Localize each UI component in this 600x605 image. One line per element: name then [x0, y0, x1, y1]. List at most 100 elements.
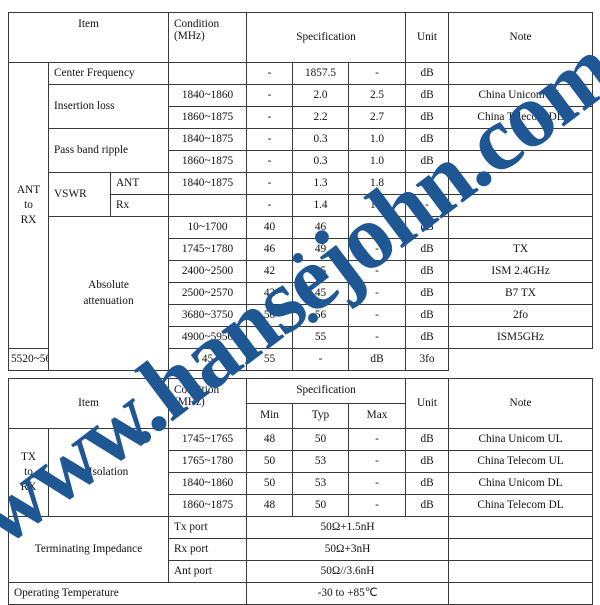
unit-cell: dB	[405, 450, 450, 473]
spec-typ-cell: 56	[292, 304, 350, 327]
spec-typ-cell: 0.3	[292, 150, 350, 173]
spec-typ-cell: 45	[292, 282, 350, 305]
unit-cell: dB	[405, 150, 450, 173]
condition-cell: 1765~1780	[168, 450, 248, 473]
unit-cell: -	[405, 194, 450, 217]
spec-min-cell: -	[246, 106, 294, 129]
note-cell: China Telecom DL	[448, 494, 594, 517]
table-row: Insertion loss 1840~1860 - 2.0 2.5 dB Ch…	[9, 84, 594, 129]
condition-cell: 1840~1875	[168, 128, 248, 151]
table-row: Rx - 1.4 1.9 -	[9, 194, 594, 217]
note-cell	[448, 216, 594, 239]
item-vswr-rx: Rx	[109, 194, 170, 217]
header-specification: Specification	[246, 378, 407, 404]
note-cell	[448, 582, 594, 605]
unit-cell: dB	[405, 428, 450, 451]
spec-max-cell: -	[348, 216, 407, 239]
unit-cell: dB	[405, 472, 450, 495]
spec-typ-cell: 53	[292, 472, 350, 495]
condition-cell: 1840~1860	[168, 84, 248, 107]
spec-max-cell: -	[292, 348, 350, 371]
spec-min-cell: 50	[246, 304, 294, 327]
group-label-ant-to-rx: ANT to RX	[8, 62, 49, 349]
note-cell	[448, 560, 594, 583]
spec-typ-cell: 50	[292, 494, 350, 517]
spec-min-cell: 48	[246, 494, 294, 517]
spec-max-cell: 1.9	[348, 194, 407, 217]
header-condition-line1: Condition	[174, 18, 220, 30]
unit-cell: dB	[405, 128, 450, 151]
note-cell: China Telecom DL	[448, 106, 594, 129]
item-pass-band-ripple: Pass band ripple	[47, 128, 170, 173]
note-cell	[448, 128, 594, 151]
item-vswr-ant: ANT	[109, 172, 170, 195]
table-row: 1745~1780 46 49 - dB TX	[9, 238, 594, 261]
note-cell: 3fo	[405, 348, 450, 371]
spec-min-cell: -	[246, 62, 294, 85]
header-min: Min	[246, 403, 294, 429]
item-terminating-impedance: Terminating Impedance	[7, 516, 170, 583]
spec-min-cell: 45	[168, 348, 248, 371]
header-condition-line1: Condition	[174, 384, 220, 396]
spec-max-cell: 1.8	[348, 172, 407, 195]
table-row: Terminating Impedance Tx port 50Ω+1.5nH	[7, 516, 594, 583]
table-row: 5520~5625 45 55 - dB 3fo	[8, 348, 593, 371]
spec-max-cell: -	[348, 472, 407, 495]
note-cell: China Unicom DL	[448, 472, 594, 495]
unit-cell: -	[405, 172, 450, 195]
absolute-attenuation-line1: Absolute	[88, 279, 129, 292]
item-operating-temperature: Operating Temperature	[7, 582, 248, 605]
item-isolation: Isolation	[47, 428, 170, 517]
unit-cell: dB	[405, 84, 450, 107]
spec-min-cell: -	[246, 150, 294, 173]
condition-cell: 5520~5625	[8, 348, 49, 371]
spec-max-cell: 2.7	[348, 106, 407, 129]
spec-typ-cell: 1.3	[292, 172, 350, 195]
spec-typ-cell: 2.0	[292, 84, 350, 107]
condition-cell: 2500~2570	[168, 282, 248, 305]
table-row: Rx port 50Ω+3nH	[9, 538, 594, 561]
header-note: Note	[448, 378, 594, 429]
condition-cell: 10~1700	[168, 216, 248, 239]
condition-cell: 1860~1875	[168, 494, 248, 517]
condition-cell: 1860~1875	[168, 106, 248, 129]
spec-max-cell: -	[348, 282, 407, 305]
table-row: Absolute attenuation 10~1700 40 46 - dB	[9, 216, 594, 371]
table-row: VSWR ANT 1840~1875 - 1.3 1.8 -	[9, 172, 594, 217]
note-cell: TX	[448, 238, 594, 261]
note-cell: 2fo	[448, 304, 594, 327]
header-unit: Unit	[405, 378, 450, 429]
condition-cell: 1745~1765	[168, 428, 248, 451]
spec-min-cell: 40	[246, 216, 294, 239]
spec-min-cell: 42	[246, 260, 294, 283]
condition-cell: 3680~3750	[168, 304, 248, 327]
item-insertion-loss: Insertion loss	[47, 84, 170, 129]
header-condition-line2: (MHz)	[174, 29, 205, 42]
header-specification: Specification	[246, 12, 407, 63]
table-row: Ant port 50Ω//3.6nH	[9, 560, 594, 583]
unit-cell: dB	[405, 216, 450, 239]
spec-min-cell: 46	[246, 238, 294, 261]
tx-to-rx-table: Item Condition (MHz) Specification Unit …	[7, 378, 594, 605]
table2-header-subrow: Min Typ Max	[9, 403, 593, 429]
note-cell: China Unicom DL	[448, 84, 594, 107]
header-note: Note	[448, 12, 594, 63]
spec-typ-cell: 45	[292, 260, 350, 283]
table-row: Pass band ripple 1840~1875 - 0.3 1.0 dB	[9, 128, 594, 173]
ant-to-rx-table: Item Condition (MHz) Specification Unit …	[7, 12, 594, 371]
unit-cell: dB	[348, 348, 407, 371]
header-typ: Typ	[292, 403, 350, 429]
spec-typ-cell: 46	[292, 216, 350, 239]
group-label-line1: ANT	[16, 183, 41, 196]
unit-cell: dB	[405, 326, 450, 349]
header-max: Max	[348, 403, 407, 429]
group-label-tx-to-rx: TX to RX	[8, 428, 49, 517]
spec-typ-cell: 0.3	[292, 128, 350, 151]
table-row: ANT to RX Center Frequency - 1857.5 - dB	[8, 62, 594, 349]
spec-min-cell: -	[246, 84, 294, 107]
unit-cell: dB	[405, 260, 450, 283]
group-label-line1: TX	[20, 450, 37, 463]
note-cell: ISM 2.4GHz	[448, 260, 594, 283]
spec-typ-cell: 49	[292, 238, 350, 261]
